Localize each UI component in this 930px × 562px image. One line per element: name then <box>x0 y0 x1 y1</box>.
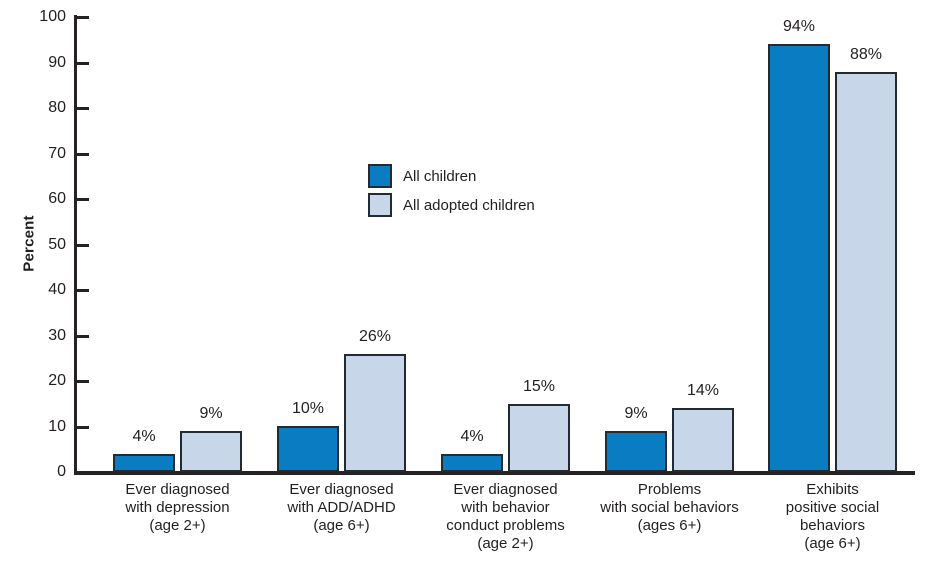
y-tick-label-80: 80 <box>48 99 66 116</box>
legend-item-all-adopted-children: All adopted children <box>368 193 535 217</box>
bar-group2-series2 <box>344 354 406 472</box>
y-axis-line <box>74 15 77 475</box>
bar-value-label-group4-series2: 14% <box>686 382 720 399</box>
y-tick-70 <box>77 152 89 156</box>
y-tick-label-0: 0 <box>57 463 66 480</box>
bar-group1-series2 <box>180 431 242 472</box>
y-tick-50 <box>77 243 89 247</box>
bar-group3-series2 <box>508 404 570 472</box>
y-tick-0 <box>77 471 89 474</box>
legend-label-all-children: All children <box>403 167 477 185</box>
legend-label-all-adopted-children: All adopted children <box>403 196 535 214</box>
legend: All children All adopted children <box>368 164 535 222</box>
y-tick-40 <box>77 289 89 292</box>
y-tick-label-30: 30 <box>48 326 66 344</box>
y-tick-100 <box>77 16 89 19</box>
bar-value-label-group5-series2: 88% <box>849 46 883 63</box>
bar-group1-series1 <box>113 454 175 472</box>
bar-group2-series1 <box>277 426 339 472</box>
y-tick-label-10: 10 <box>48 417 66 435</box>
bar-value-label-group4-series1: 9% <box>624 405 648 422</box>
bar-group5-series1 <box>768 44 830 472</box>
bar-value-label-group1-series1: 4% <box>132 428 156 445</box>
bar-value-label-group2-series1: 10% <box>291 400 325 417</box>
y-tick-label-90: 90 <box>48 53 66 71</box>
legend-item-all-children: All children <box>368 164 535 188</box>
y-tick-30 <box>77 334 89 338</box>
bar-group4-series1 <box>605 431 667 472</box>
legend-swatch-all-children <box>368 164 392 188</box>
bar-value-label-group1-series2: 9% <box>199 405 223 422</box>
bar-value-label-group5-series1: 94% <box>782 18 816 35</box>
bar-group4-series2 <box>672 408 734 472</box>
y-tick-80 <box>77 107 89 110</box>
y-tick-label-60: 60 <box>48 190 66 207</box>
category-label-1: Ever diagnosed with depression (age 2+) <box>125 481 230 534</box>
y-tick-90 <box>77 61 89 65</box>
bar-group3-series1 <box>441 454 503 472</box>
y-tick-20 <box>77 380 89 383</box>
x-axis-baseline <box>74 471 915 475</box>
y-tick-label-70: 70 <box>48 144 66 162</box>
y-tick-60 <box>77 198 89 201</box>
y-tick-label-40: 40 <box>48 281 66 298</box>
bar-value-label-group2-series2: 26% <box>358 328 392 345</box>
category-label-5: Exhibits positive social behaviors (age 6+) <box>785 481 880 552</box>
category-label-3: Ever diagnosed with behavior conduct probl… <box>446 481 565 552</box>
bar-value-label-group3-series2: 15% <box>522 378 556 395</box>
y-tick-label-20: 20 <box>48 372 66 389</box>
category-label-4: Problems with social behaviors (ages 6+) <box>600 481 739 534</box>
y-tick-10 <box>77 425 89 429</box>
y-tick-label-50: 50 <box>48 235 66 253</box>
legend-swatch-all-adopted-children <box>368 193 392 217</box>
y-tick-label-100: 100 <box>39 8 66 25</box>
category-label-2: Ever diagnosed with ADD/ADHD (age 6+) <box>287 481 396 534</box>
bar-group5-series2 <box>835 72 897 472</box>
bar-value-label-group3-series1: 4% <box>460 428 484 445</box>
